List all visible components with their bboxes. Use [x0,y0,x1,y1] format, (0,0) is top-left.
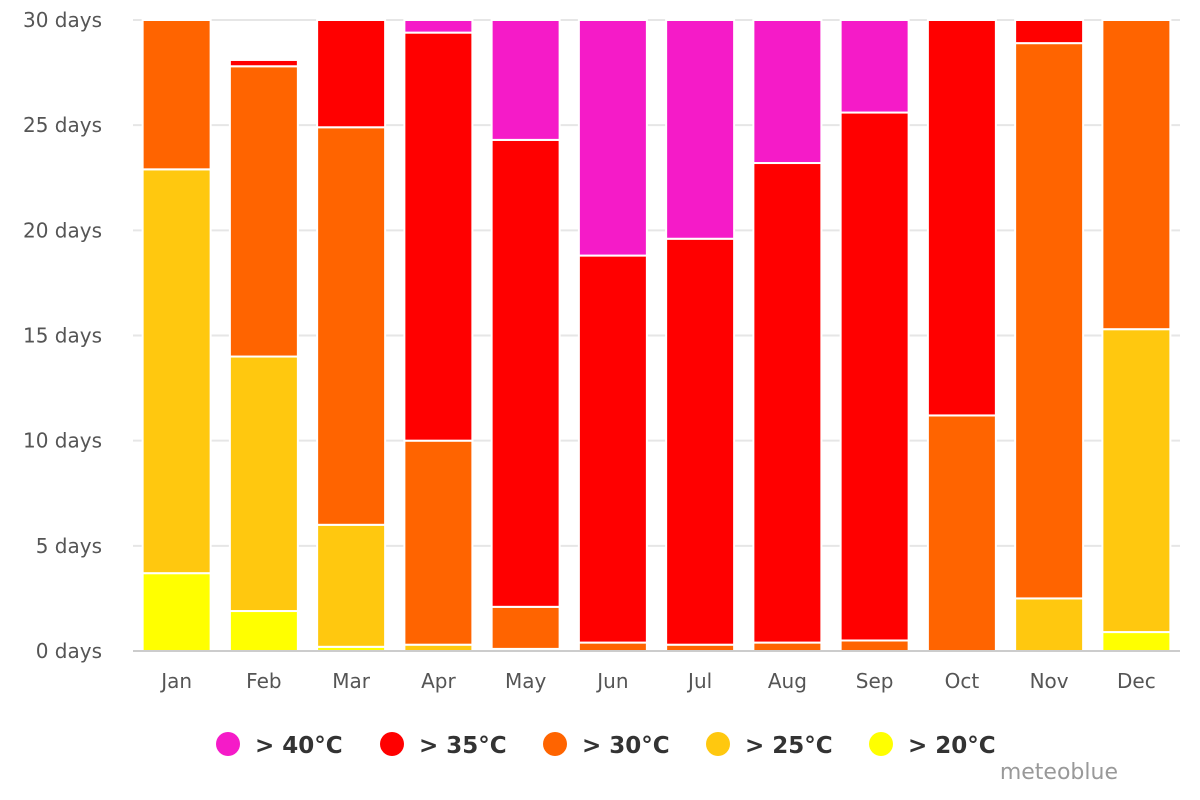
bar-segment [1014,597,1085,653]
y-tick-label: 15 days [23,324,102,348]
bar-segment [490,605,561,650]
bar-segment [228,65,299,358]
bar-segment [926,19,997,417]
bar-segment [228,355,299,613]
bar-segment [1101,328,1172,634]
x-tick-label: Jun [595,669,628,693]
legend-label: > 35°C [419,733,507,759]
bar-segment [577,19,648,257]
x-tick-label: Nov [1030,669,1069,693]
bar-segment [839,111,910,642]
y-tick-label: 10 days [23,429,102,453]
legend-marker [543,732,567,756]
legend-label: > 25°C [745,733,833,759]
legend-label: > 20°C [908,733,996,759]
bar-segment [752,19,823,165]
grid-lines [133,19,1180,652]
bar-segment [665,237,736,646]
bar-segment [228,58,299,68]
bar-segment [490,19,561,141]
bar-segment [839,639,910,653]
bar-segment [316,523,387,648]
x-tick-label: Sep [856,669,894,693]
legend: > 40°C > 35°C > 30°C > 25°C > 20°C [216,732,996,759]
legend-marker [706,732,730,756]
legend-marker [869,732,893,756]
x-tick-label: Jan [159,669,192,693]
bar-segment [316,19,387,129]
bar-segment [141,168,212,575]
y-tick-label: 20 days [23,218,102,242]
legend-label: > 30°C [582,733,670,759]
bar-segment [1101,631,1172,653]
bar-segment [1101,19,1172,331]
bar-segment [752,641,823,653]
bars [141,19,1172,653]
bar-segment [839,19,910,114]
bar-segment [577,254,648,644]
bar-segment [1014,19,1085,45]
bar-segment [403,19,474,34]
y-tick-label: 0 days [36,639,102,663]
x-tick-label: May [505,669,547,693]
legend-marker [216,732,240,756]
bar-segment [228,610,299,653]
credit-label: meteoblue [1000,760,1118,785]
bar-segment [141,19,212,171]
x-tick-label: Oct [945,669,980,693]
bar-segment [1014,42,1085,600]
y-tick-label: 5 days [36,534,102,558]
y-tick-label: 25 days [23,113,102,137]
legend-label: > 40°C [255,733,343,759]
legend-marker [380,732,404,756]
x-tick-label: Apr [421,669,456,693]
x-tick-label: Dec [1117,669,1156,693]
x-tick-label: Feb [246,669,281,693]
bar-segment [577,641,648,653]
x-tick-label: Mar [332,669,371,693]
bar-segment [752,162,823,644]
bar-segment [316,126,387,526]
bar-segment [403,31,474,442]
bar-segment [403,439,474,646]
bar-segment [141,572,212,653]
x-tick-label: Aug [768,669,807,693]
bar-segment [490,138,561,608]
y-tick-label: 30 days [23,8,102,32]
axes: 0 days 5 days 10 days 15 days 20 days 25 days… [23,8,1180,693]
x-tick-label: Jul [686,669,712,693]
bar-segment [665,19,736,240]
bar-segment [926,414,997,652]
